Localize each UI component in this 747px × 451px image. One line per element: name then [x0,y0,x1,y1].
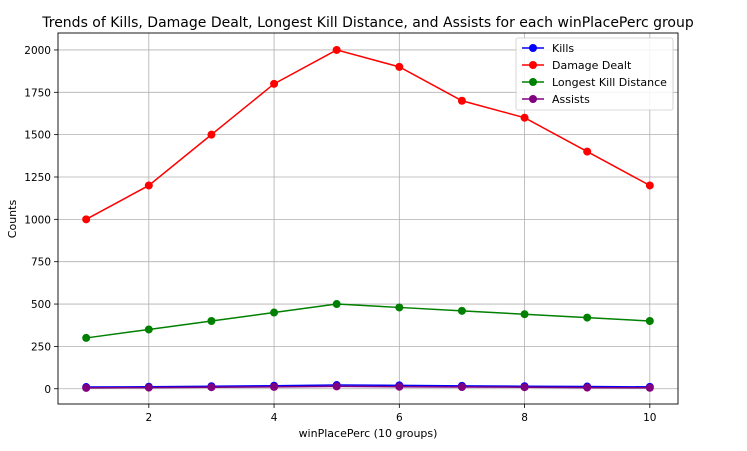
series-group [82,45,654,392]
data-point [82,215,91,224]
data-point [520,113,529,122]
legend-item: Damage Dealt [522,59,632,72]
data-point [520,310,529,319]
data-point [395,382,404,391]
data-point [395,62,404,71]
legend-marker [529,44,537,52]
x-axis: 2 4 6 8 10 [145,404,657,424]
data-point [82,383,91,392]
plot-frame [57,32,679,405]
y-tick-label: 1000 [24,214,51,226]
y-tick-label: 1750 [24,87,51,99]
y-tick-label: 0 [44,384,51,396]
data-point [144,383,153,392]
x-tick-label: 6 [396,412,403,424]
data-point [270,79,279,88]
data-point [395,303,404,312]
legend-label: Damage Dealt [552,59,632,72]
x-tick-label: 8 [521,412,528,424]
legend: Kills Damage Dealt Longest Kill Distance As… [515,37,674,111]
legend-item: Assists [522,93,590,106]
data-point [583,313,592,322]
x-tick-label: 10 [643,412,656,424]
x-axis-label: winPlacePerc (10 groups) [299,427,438,440]
data-point [457,96,466,105]
y-tick-label: 500 [31,299,51,311]
series-assists [82,382,654,392]
chart-title: Trends of Kills, Damage Dealt, Longest K… [41,15,694,31]
series-line [86,303,650,339]
series-line [86,384,650,388]
y-tick-label: 750 [31,257,51,269]
y-tick-label: 1500 [24,130,51,142]
legend-item: Longest Kill Distance [522,76,667,89]
data-point [270,308,279,317]
data-point [332,382,341,391]
data-point [645,383,654,392]
series-line [85,49,651,221]
x-tick-label: 2 [145,412,152,424]
data-point [645,181,654,190]
legend-marker [529,78,537,86]
y-tick-label: 2000 [24,45,51,57]
data-point [144,181,153,190]
data-point [207,130,216,139]
data-point [520,383,529,392]
data-point [207,383,216,392]
legend-marker [529,95,537,103]
series-longest-kill-distance [82,300,654,342]
data-point [270,382,279,391]
legend-marker [529,61,537,69]
data-point [332,300,341,309]
series-line [86,385,650,389]
data-point [457,306,466,315]
x-tick-label: 4 [271,412,278,424]
data-point [82,333,91,342]
legend-label: Kills [552,42,574,55]
y-tick-label: 250 [31,341,51,353]
legend-label: Assists [552,93,590,106]
y-axis: 0 250 500 750 1000 1250 1500 1750 2000 [24,45,58,396]
data-point [207,316,216,325]
data-point [144,325,153,334]
y-tick-label: 1250 [24,172,51,184]
data-point [583,147,592,156]
legend-item: Kills [522,42,574,55]
data-point [583,383,592,392]
series-damage-dealt [82,45,654,224]
data-point [457,383,466,392]
data-point [332,45,341,54]
legend-label: Longest Kill Distance [552,76,667,89]
data-point [645,316,654,325]
legend-box [515,37,674,111]
y-axis-label: Counts [6,200,19,239]
